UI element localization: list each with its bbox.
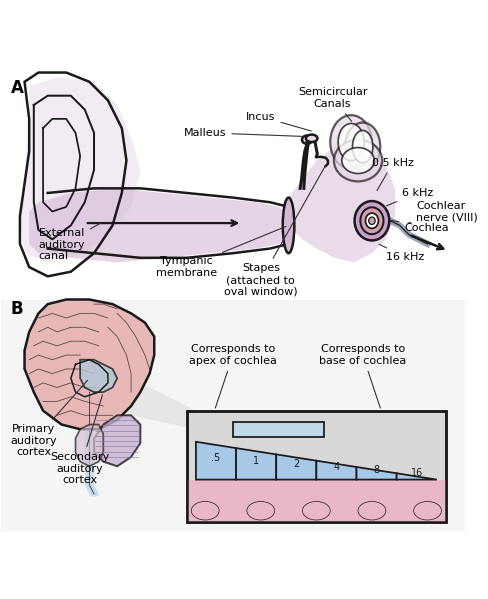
Text: 6 kHz: 6 kHz (386, 188, 433, 206)
Text: Incus: Incus (246, 111, 311, 131)
Text: B: B (11, 300, 23, 317)
Ellipse shape (342, 147, 374, 174)
Ellipse shape (334, 140, 382, 181)
FancyBboxPatch shape (233, 422, 324, 437)
Text: 8: 8 (373, 465, 380, 475)
Text: External
auditory
canal: External auditory canal (39, 223, 101, 261)
Text: .5: .5 (211, 453, 221, 462)
Polygon shape (20, 77, 141, 262)
Ellipse shape (283, 198, 294, 253)
Text: Stapes
(attached to
oval window): Stapes (attached to oval window) (224, 165, 325, 297)
FancyBboxPatch shape (1, 300, 465, 531)
Polygon shape (76, 425, 103, 466)
Ellipse shape (366, 213, 378, 228)
Ellipse shape (369, 217, 375, 225)
Text: Cochlear
nerve (VIII): Cochlear nerve (VIII) (408, 201, 478, 223)
Text: Malleus: Malleus (184, 128, 302, 138)
Ellipse shape (360, 207, 384, 234)
Text: Corresponds to
apex of cochlea: Corresponds to apex of cochlea (189, 344, 277, 408)
Polygon shape (80, 360, 117, 392)
Ellipse shape (191, 501, 219, 520)
Text: 2: 2 (293, 459, 300, 469)
Ellipse shape (338, 123, 364, 161)
Text: 16 kHz: 16 kHz (379, 244, 424, 262)
Polygon shape (276, 455, 316, 480)
Text: 1: 1 (253, 456, 259, 466)
FancyBboxPatch shape (187, 411, 446, 522)
Polygon shape (94, 415, 141, 466)
Polygon shape (29, 188, 288, 262)
Polygon shape (24, 300, 154, 429)
Text: A: A (11, 80, 23, 98)
Polygon shape (357, 467, 397, 480)
FancyBboxPatch shape (187, 480, 446, 522)
Polygon shape (397, 473, 437, 480)
Ellipse shape (306, 135, 318, 142)
Text: 4: 4 (333, 462, 340, 472)
Text: Corresponds to
base of cochlea: Corresponds to base of cochlea (319, 344, 407, 408)
Text: Primary
auditory
cortex: Primary auditory cortex (11, 380, 87, 458)
Text: 0.5 kHz: 0.5 kHz (372, 158, 414, 190)
Text: Cochlea: Cochlea (391, 220, 449, 232)
Ellipse shape (358, 501, 386, 520)
Ellipse shape (330, 115, 372, 169)
Ellipse shape (414, 501, 442, 520)
Text: Tympanic
membrane: Tympanic membrane (156, 226, 286, 278)
Polygon shape (236, 448, 276, 480)
Text: Secondary
auditory
cortex: Secondary auditory cortex (50, 395, 110, 485)
Ellipse shape (345, 123, 380, 171)
Ellipse shape (355, 201, 389, 240)
Ellipse shape (302, 135, 312, 144)
Polygon shape (196, 442, 236, 480)
Polygon shape (316, 461, 357, 480)
Ellipse shape (303, 501, 330, 520)
Text: Semicircular
Canals: Semicircular Canals (298, 87, 367, 122)
Ellipse shape (247, 501, 275, 520)
Text: 16: 16 (410, 468, 423, 479)
Polygon shape (288, 142, 395, 262)
Polygon shape (94, 378, 196, 429)
Ellipse shape (352, 131, 373, 163)
